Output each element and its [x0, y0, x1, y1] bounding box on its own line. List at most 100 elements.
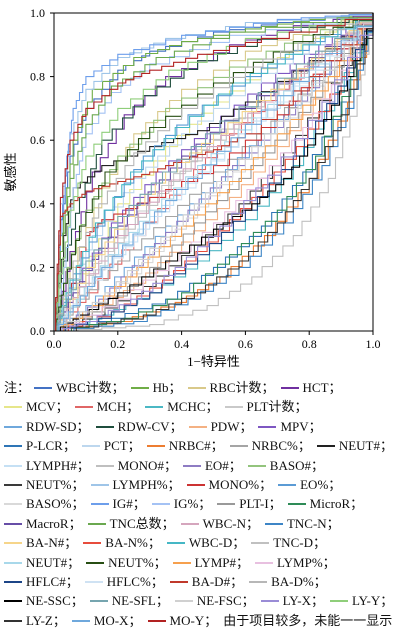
legend-swatch: [217, 503, 236, 506]
legend-label: MicroR；: [309, 496, 364, 512]
series-line-49-ly-x: [54, 13, 374, 332]
legend-swatch: [147, 619, 166, 622]
legend-item: NRBC%；: [229, 436, 311, 455]
series-line-45-ba-d: [54, 13, 374, 332]
legend-item: LYMP%；: [255, 553, 336, 572]
legend-swatch: [145, 406, 164, 409]
y-tick-label: 0.4: [30, 197, 45, 211]
legend-swatch: [71, 619, 90, 622]
legend-swatch: [4, 542, 22, 545]
legend-label: BA-N%；: [105, 535, 161, 551]
legend-label: RDW-CV；: [117, 418, 183, 434]
legend-swatch: [287, 503, 306, 506]
legend-label: HCT；: [302, 380, 342, 395]
legend-label: WBC-D；: [188, 535, 246, 551]
legend-label: LYMPH%；: [112, 477, 181, 493]
legend-label: MO-X；: [93, 612, 142, 628]
legend-swatch: [4, 581, 22, 584]
legend-item: Hb；: [130, 378, 182, 397]
legend-swatch: [187, 387, 206, 390]
legend-swatch: [34, 387, 53, 390]
series-line-25-baso: [54, 13, 374, 332]
legend-label: LYMPH#；: [26, 457, 90, 473]
series-line-11-mpv: [54, 13, 374, 332]
series-line-29-micror: [54, 13, 374, 332]
legend-label: BA-N#；: [26, 535, 78, 551]
legend-item: TNC-D；: [251, 533, 326, 552]
legend-label: BASO%；: [26, 496, 85, 512]
legend-items: WBC计数； Hb； RBC计数； HCT； MCV； MCH； MCHC； PLT计数； RD…: [4, 380, 399, 628]
legend-label: HFLC%；: [106, 574, 164, 590]
legend-item: LYMPH%；: [90, 475, 181, 494]
legend-swatch: [182, 464, 201, 467]
legend-item: RBC计数；: [187, 378, 275, 397]
legend-swatch: [84, 581, 103, 584]
x-tick-label: 1.0: [366, 337, 381, 351]
legend-label: PLT计数；: [246, 399, 308, 415]
y-axis-label: 敏感性: [3, 152, 18, 191]
legend-label: MONO%；: [208, 477, 273, 493]
legend-item: NEUT#；: [316, 436, 393, 455]
legend-label: TNC-D；: [273, 535, 326, 551]
series-line-36-wbc-d: [54, 13, 374, 332]
legend-label: NEUT#；: [26, 554, 81, 570]
y-tick-label: 0.6: [30, 133, 45, 147]
series-line-51-ly-z: [54, 13, 374, 332]
legend-item: TNC-N；: [264, 514, 340, 533]
legend-label: NE-SSC；: [26, 593, 84, 609]
legend-item: PDW；: [188, 417, 252, 436]
legend-swatch: [4, 600, 22, 603]
legend-swatch: [186, 484, 205, 487]
y-tick-label: 1.0: [30, 6, 45, 20]
x-tick-label: 0.2: [110, 337, 125, 351]
legend-label: MCHC；: [167, 399, 219, 415]
legend-item: MCV；: [4, 397, 69, 416]
legend-label: WBC计数；: [56, 380, 125, 395]
legend-item: NRBC#；: [146, 436, 224, 455]
legend-label: HFLC#；: [26, 574, 79, 590]
legend-item: BA-D%；: [249, 572, 327, 591]
legend-label: BA-D%；: [271, 574, 327, 590]
legend-label: LY-X；: [282, 593, 324, 609]
series-line-34-ba-n: [54, 13, 374, 332]
legend-swatch: [130, 387, 149, 390]
legend-label: NEUT#；: [338, 438, 393, 454]
legend-swatch: [87, 522, 106, 525]
legend-swatch: [95, 425, 114, 428]
x-axis-label: 1−特异性: [187, 354, 240, 369]
legend-label: NE-FSC；: [196, 593, 255, 609]
legend-item: MONO#；: [95, 456, 177, 475]
series-line-48-ne-fsc: [54, 13, 374, 332]
legend-label: P-LCR；: [26, 438, 76, 454]
legend-label: Hb；: [152, 380, 182, 395]
legend-swatch: [4, 464, 22, 467]
plot-frame: [53, 12, 374, 332]
legend-item: MicroR；: [287, 494, 364, 513]
legend-item: LY-X；: [260, 591, 324, 610]
legend-item: BA-N%；: [83, 533, 161, 552]
legend-item: EO#；: [182, 456, 242, 475]
legend-item: LYMP#；: [172, 553, 249, 572]
y-tick-label: 0.0: [30, 324, 45, 338]
y-tick-label: 0.8: [30, 70, 45, 84]
legend-swatch: [4, 406, 22, 409]
legend-swatch: [224, 406, 243, 409]
legend-label: MCV；: [26, 399, 69, 415]
series-line-28-plt-i: [54, 13, 374, 332]
legend-item: PLT-I；: [217, 494, 282, 513]
legend-swatch: [329, 600, 348, 603]
legend-swatch: [188, 425, 207, 428]
legend-item: LYMPH#；: [4, 456, 90, 475]
legend-swatch: [4, 619, 22, 622]
legend-swatch: [166, 542, 185, 545]
y-tick-label: 0.2: [30, 260, 45, 274]
legend-label: WBC-N；: [202, 515, 259, 531]
series-line-18-mono: [54, 13, 374, 332]
legend-swatch: [264, 522, 283, 525]
legend-item: LY-Y；: [329, 591, 393, 610]
roc-chart: 0.0 0.2 0.4 0.6 0.8 1.0 0.0 0.2 0.4 0.6 0.8 1.0 敏感性…: [3, 6, 381, 369]
legend-label: NEUT%；: [108, 554, 167, 570]
legend-swatch: [251, 542, 270, 545]
legend-item: MCHC；: [145, 397, 219, 416]
legend-label: LYMP#；: [194, 554, 249, 570]
